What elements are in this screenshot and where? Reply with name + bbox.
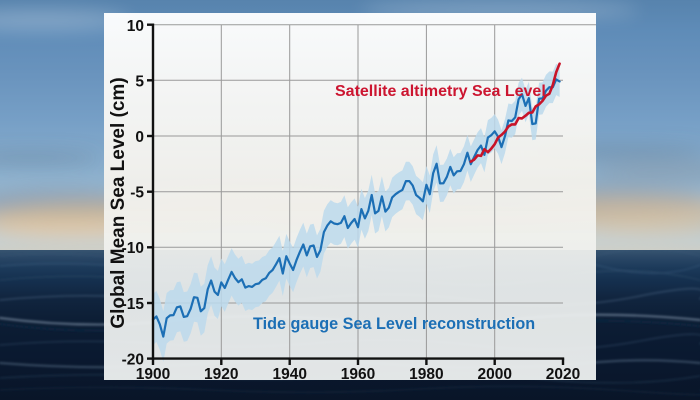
svg-text:5: 5 [135, 74, 144, 91]
svg-text:-5: -5 [130, 185, 144, 202]
svg-text:0: 0 [135, 129, 144, 146]
svg-text:2000: 2000 [477, 366, 511, 380]
svg-text:1940: 1940 [272, 366, 306, 380]
svg-text:1960: 1960 [341, 366, 375, 380]
svg-text:10: 10 [127, 18, 144, 35]
svg-text:2020: 2020 [546, 366, 580, 380]
svg-text:1980: 1980 [409, 366, 443, 380]
svg-text:1920: 1920 [204, 366, 238, 380]
svg-text:Satellite altimetry Sea Level: Satellite altimetry Sea Level [335, 83, 546, 100]
svg-text:1900: 1900 [136, 366, 170, 380]
svg-text:Global Mean Sea Level (cm): Global Mean Sea Level (cm) [108, 77, 129, 328]
svg-text:Tide gauge Sea Level reconstru: Tide gauge Sea Level reconstruction [253, 315, 535, 333]
